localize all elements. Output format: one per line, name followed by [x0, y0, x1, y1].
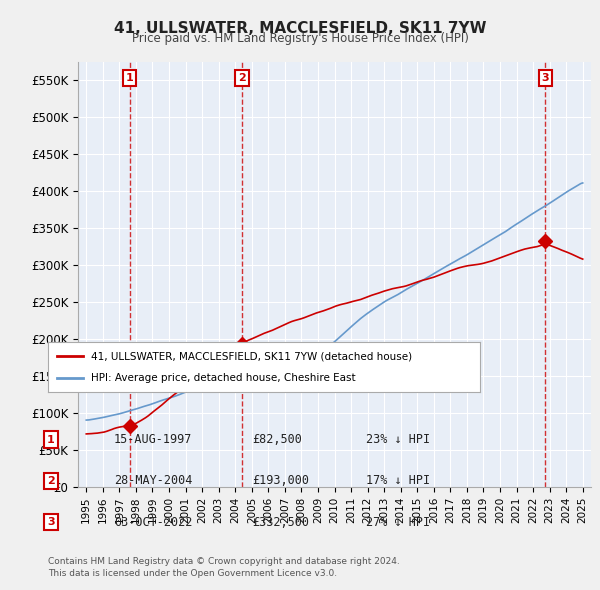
Text: 1: 1 [47, 435, 55, 444]
Text: 3: 3 [47, 517, 55, 527]
Text: This data is licensed under the Open Government Licence v3.0.: This data is licensed under the Open Gov… [48, 569, 337, 578]
Text: £193,000: £193,000 [252, 474, 309, 487]
Text: 2: 2 [238, 73, 246, 83]
Text: Price paid vs. HM Land Registry's House Price Index (HPI): Price paid vs. HM Land Registry's House … [131, 32, 469, 45]
Text: 27% ↓ HPI: 27% ↓ HPI [366, 516, 430, 529]
Text: £332,500: £332,500 [252, 516, 309, 529]
Text: 23% ↓ HPI: 23% ↓ HPI [366, 433, 430, 446]
Text: 41, ULLSWATER, MACCLESFIELD, SK11 7YW: 41, ULLSWATER, MACCLESFIELD, SK11 7YW [114, 21, 486, 35]
Text: 15-AUG-1997: 15-AUG-1997 [114, 433, 193, 446]
Text: Contains HM Land Registry data © Crown copyright and database right 2024.: Contains HM Land Registry data © Crown c… [48, 557, 400, 566]
Text: 2: 2 [47, 476, 55, 486]
Text: 1: 1 [126, 73, 134, 83]
Text: £82,500: £82,500 [252, 433, 302, 446]
Text: 17% ↓ HPI: 17% ↓ HPI [366, 474, 430, 487]
Text: 28-MAY-2004: 28-MAY-2004 [114, 474, 193, 487]
Text: 41, ULLSWATER, MACCLESFIELD, SK11 7YW (detached house): 41, ULLSWATER, MACCLESFIELD, SK11 7YW (d… [91, 351, 412, 361]
Text: 03-OCT-2022: 03-OCT-2022 [114, 516, 193, 529]
Text: 3: 3 [542, 73, 550, 83]
Text: HPI: Average price, detached house, Cheshire East: HPI: Average price, detached house, Ches… [91, 373, 356, 384]
